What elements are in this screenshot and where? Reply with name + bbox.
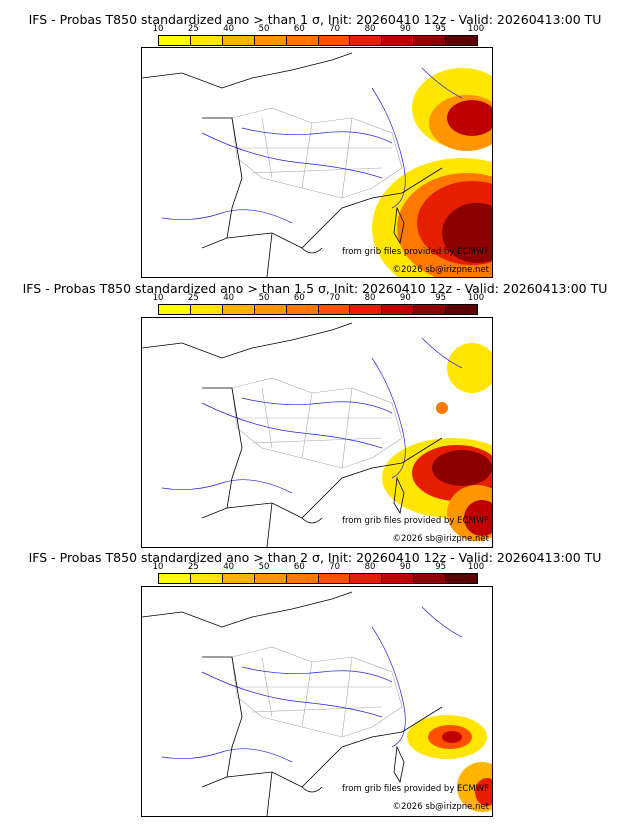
panel-3-source: from grib files provided by ECMWF xyxy=(342,784,489,794)
colorbar-segment xyxy=(286,36,319,45)
panel-2-map-svg xyxy=(142,322,492,547)
rivers xyxy=(161,606,463,763)
colorbar-segment xyxy=(222,36,255,45)
colorbar-tick-label: 80 xyxy=(364,24,376,34)
colorbar-tick-label: 95 xyxy=(435,293,447,303)
colorbar-segment xyxy=(446,305,478,314)
colorbar-segment xyxy=(159,574,191,583)
colorbar-tick-label: 10 xyxy=(152,562,164,572)
colorbar-segment xyxy=(318,574,351,583)
colorbar-tick-label: 60 xyxy=(293,24,305,34)
colorbar-segment xyxy=(190,574,223,583)
colorbar-segment xyxy=(318,36,351,45)
colorbar-segment xyxy=(190,36,223,45)
colorbar-segment xyxy=(254,574,287,583)
region-borders xyxy=(231,646,403,738)
panel-2-title: IFS - Probas T850 standardized ano > tha… xyxy=(22,281,608,296)
panel-3-title: IFS - Probas T850 standardized ano > tha… xyxy=(28,550,602,565)
colorbar-tick-label: 95 xyxy=(435,562,447,572)
colorbar-tick-label: 100 xyxy=(467,562,485,572)
colorbar-segment xyxy=(254,36,287,45)
colorbar-tick-label: 25 xyxy=(187,562,199,572)
prob-field xyxy=(372,68,492,277)
panel-1-map-svg xyxy=(142,52,492,277)
panel-3-map-svg xyxy=(142,591,492,816)
panel-3-copyright: ©2026 sb@irizpne.net xyxy=(392,802,489,812)
colorbar-segment xyxy=(446,574,478,583)
colorbar-tick-label: 60 xyxy=(293,562,305,572)
colorbar-segment xyxy=(318,305,351,314)
colorbar-segment xyxy=(382,574,415,583)
coastlines xyxy=(142,591,443,816)
panel-2-copyright: ©2026 sb@irizpne.net xyxy=(392,534,489,544)
colorbar-tick-label: 50 xyxy=(258,562,270,572)
colorbar-segment xyxy=(382,36,415,45)
colorbar-tick-label: 60 xyxy=(293,293,305,303)
colorbar-segment xyxy=(159,305,191,314)
colorbar-tick-label: 50 xyxy=(258,24,270,34)
panel-2-map: from grib files provided by ECMWF ©2026 … xyxy=(141,317,493,548)
region-borders xyxy=(231,107,403,199)
panel-2-colorbar xyxy=(158,304,478,315)
panel-3-colorbar-labels: 10 25 40 50 60 70 80 90 95 100 xyxy=(153,562,485,572)
colorbar-tick-label: 100 xyxy=(467,24,485,34)
colorbar-segment xyxy=(350,574,383,583)
colorbar-segment xyxy=(254,305,287,314)
colorbar-tick-label: 90 xyxy=(399,24,411,34)
panel-1-title: IFS - Probas T850 standardized ano > tha… xyxy=(28,12,602,27)
colorbar-segment xyxy=(414,36,447,45)
colorbar-segment xyxy=(222,574,255,583)
panel-1-source: from grib files provided by ECMWF xyxy=(342,247,489,257)
colorbar-tick-label: 70 xyxy=(329,24,341,34)
region-borders xyxy=(231,377,403,469)
prob-field xyxy=(382,343,492,541)
colorbar-tick-label: 100 xyxy=(467,293,485,303)
colorbar-tick-label: 40 xyxy=(223,293,235,303)
colorbar-tick-label: 80 xyxy=(364,293,376,303)
colorbar-tick-label: 25 xyxy=(187,24,199,34)
colorbar-segment xyxy=(414,305,447,314)
panel-3-colorbar xyxy=(158,573,478,584)
colorbar-segment xyxy=(350,36,383,45)
panel-2-colorbar-labels: 10 25 40 50 60 70 80 90 95 100 xyxy=(153,293,485,303)
colorbar-tick-label: 10 xyxy=(152,293,164,303)
coastlines xyxy=(142,322,443,547)
colorbar-segment xyxy=(286,305,319,314)
panel-1-colorbar xyxy=(158,35,478,46)
colorbar-tick-label: 40 xyxy=(223,562,235,572)
colorbar-segment xyxy=(222,305,255,314)
colorbar-tick-label: 40 xyxy=(223,24,235,34)
colorbar-tick-label: 80 xyxy=(364,562,376,572)
colorbar-segment xyxy=(350,305,383,314)
rivers xyxy=(161,67,463,224)
colorbar-tick-label: 25 xyxy=(187,293,199,303)
rivers xyxy=(161,337,463,494)
colorbar-segment xyxy=(382,305,415,314)
colorbar-tick-label: 70 xyxy=(329,293,341,303)
colorbar-tick-label: 90 xyxy=(399,293,411,303)
panel-1-map: from grib files provided by ECMWF ©2026 … xyxy=(141,47,493,278)
colorbar-segment xyxy=(446,36,478,45)
colorbar-tick-label: 10 xyxy=(152,24,164,34)
panel-2-source: from grib files provided by ECMWF xyxy=(342,516,489,526)
colorbar-tick-label: 70 xyxy=(329,562,341,572)
prob-field xyxy=(407,715,492,812)
colorbar-tick-label: 90 xyxy=(399,562,411,572)
colorbar-segment xyxy=(414,574,447,583)
colorbar-tick-label: 50 xyxy=(258,293,270,303)
coastlines xyxy=(142,52,443,277)
colorbar-segment xyxy=(286,574,319,583)
panel-3-map: from grib files provided by ECMWF ©2026 … xyxy=(141,586,493,817)
panel-1-colorbar-labels: 10 25 40 50 60 70 80 90 95 100 xyxy=(153,24,485,34)
colorbar-tick-label: 95 xyxy=(435,24,447,34)
colorbar-segment xyxy=(190,305,223,314)
panel-1-copyright: ©2026 sb@irizpne.net xyxy=(392,265,489,275)
colorbar-segment xyxy=(159,36,191,45)
